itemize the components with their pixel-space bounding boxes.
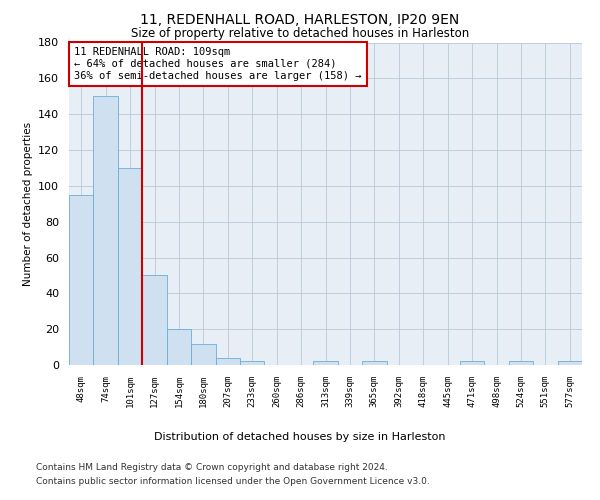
Bar [509,362,533,365]
Text: Distribution of detached houses by size in Harleston: Distribution of detached houses by size … [154,432,446,442]
Bar [69,195,94,365]
Text: 11 REDENHALL ROAD: 109sqm
← 64% of detached houses are smaller (284)
36% of semi: 11 REDENHALL ROAD: 109sqm ← 64% of detac… [74,48,362,80]
Text: Size of property relative to detached houses in Harleston: Size of property relative to detached ho… [131,28,469,40]
Bar [240,362,265,365]
Bar [215,358,240,365]
Y-axis label: Number of detached properties: Number of detached properties [23,122,32,286]
Bar [557,362,582,365]
Bar [167,329,191,365]
Text: Contains HM Land Registry data © Crown copyright and database right 2024.: Contains HM Land Registry data © Crown c… [36,464,388,472]
Bar [362,362,386,365]
Bar [460,362,484,365]
Bar [191,344,215,365]
Bar [142,276,167,365]
Bar [313,362,338,365]
Text: Contains public sector information licensed under the Open Government Licence v3: Contains public sector information licen… [36,477,430,486]
Bar [118,168,142,365]
Text: 11, REDENHALL ROAD, HARLESTON, IP20 9EN: 11, REDENHALL ROAD, HARLESTON, IP20 9EN [140,12,460,26]
Bar [94,96,118,365]
